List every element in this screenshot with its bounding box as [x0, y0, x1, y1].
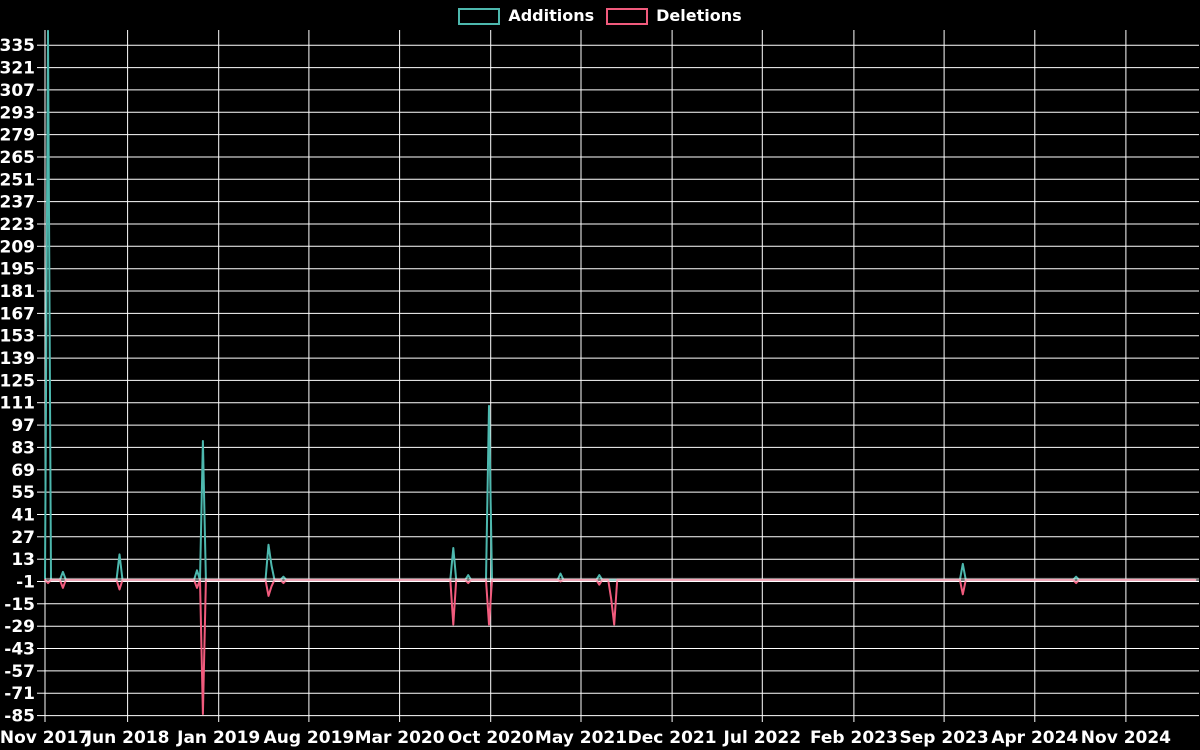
y-tick-label: -15 [4, 595, 35, 615]
y-tick-label: 223 [0, 215, 35, 235]
y-tick-label: 13 [11, 550, 35, 570]
y-tick-label: 321 [0, 59, 35, 79]
y-tick-label: 69 [11, 461, 35, 481]
y-tick-label: 279 [0, 126, 35, 146]
y-tick-label: -85 [4, 707, 35, 727]
x-tick-label: Dec 2021 [628, 728, 717, 748]
legend-item-additions[interactable]: Additions [458, 7, 594, 25]
x-tick-label: Feb 2023 [810, 728, 898, 748]
x-tick-label: Jun 2018 [85, 728, 170, 748]
y-tick-label: 111 [0, 394, 35, 414]
y-tick-label: 153 [0, 327, 35, 347]
x-tick-label: Mar 2020 [355, 728, 445, 748]
x-tick-label: Nov 2017 [0, 728, 90, 748]
y-tick-label: 265 [0, 148, 35, 168]
deletions-line [44, 578, 1197, 715]
deletions-legend-label: Deletions [656, 6, 742, 25]
y-tick-label: -1 [16, 573, 35, 593]
y-tick-label: -29 [4, 617, 35, 637]
y-tick-label: 27 [11, 528, 35, 548]
x-tick-label: Jan 2019 [176, 728, 260, 748]
y-tick-label: -43 [4, 640, 35, 660]
y-tick-label: 83 [11, 438, 35, 458]
additions-line [44, 29, 1197, 581]
deletions-swatch-icon [606, 7, 649, 25]
y-tick-label: 125 [0, 371, 35, 391]
y-tick-label: 237 [0, 193, 35, 213]
x-tick-label: Aug 2019 [264, 728, 355, 748]
additions-swatch-icon [458, 7, 501, 25]
x-tick-label: Apr 2024 [991, 728, 1078, 748]
y-tick-label: 181 [0, 282, 35, 302]
y-tick-label: 307 [0, 81, 35, 101]
y-tick-label: 167 [0, 304, 35, 324]
x-tick-label: Sep 2023 [900, 728, 989, 748]
legend-item-deletions[interactable]: Deletions [606, 7, 742, 25]
x-tick-label: Oct 2020 [448, 728, 534, 748]
additions-legend-label: Additions [508, 6, 595, 25]
chart-legend: Additions Deletions [0, 7, 1200, 25]
y-tick-label: 41 [11, 506, 35, 526]
y-tick-label: 97 [11, 416, 35, 436]
y-tick-label: -71 [4, 684, 35, 704]
y-tick-label: 251 [0, 170, 35, 190]
x-tick-label: Nov 2024 [1081, 728, 1171, 748]
x-tick-label: Jul 2022 [723, 728, 802, 748]
x-tick-label: May 2021 [535, 728, 627, 748]
y-tick-label: -57 [4, 662, 35, 682]
y-tick-label: 293 [0, 103, 35, 123]
y-tick-label: 55 [11, 483, 35, 503]
y-tick-label: 139 [0, 349, 35, 369]
y-tick-label: 209 [0, 237, 35, 257]
y-tick-label: 335 [0, 36, 35, 56]
y-tick-label: 195 [0, 260, 35, 280]
